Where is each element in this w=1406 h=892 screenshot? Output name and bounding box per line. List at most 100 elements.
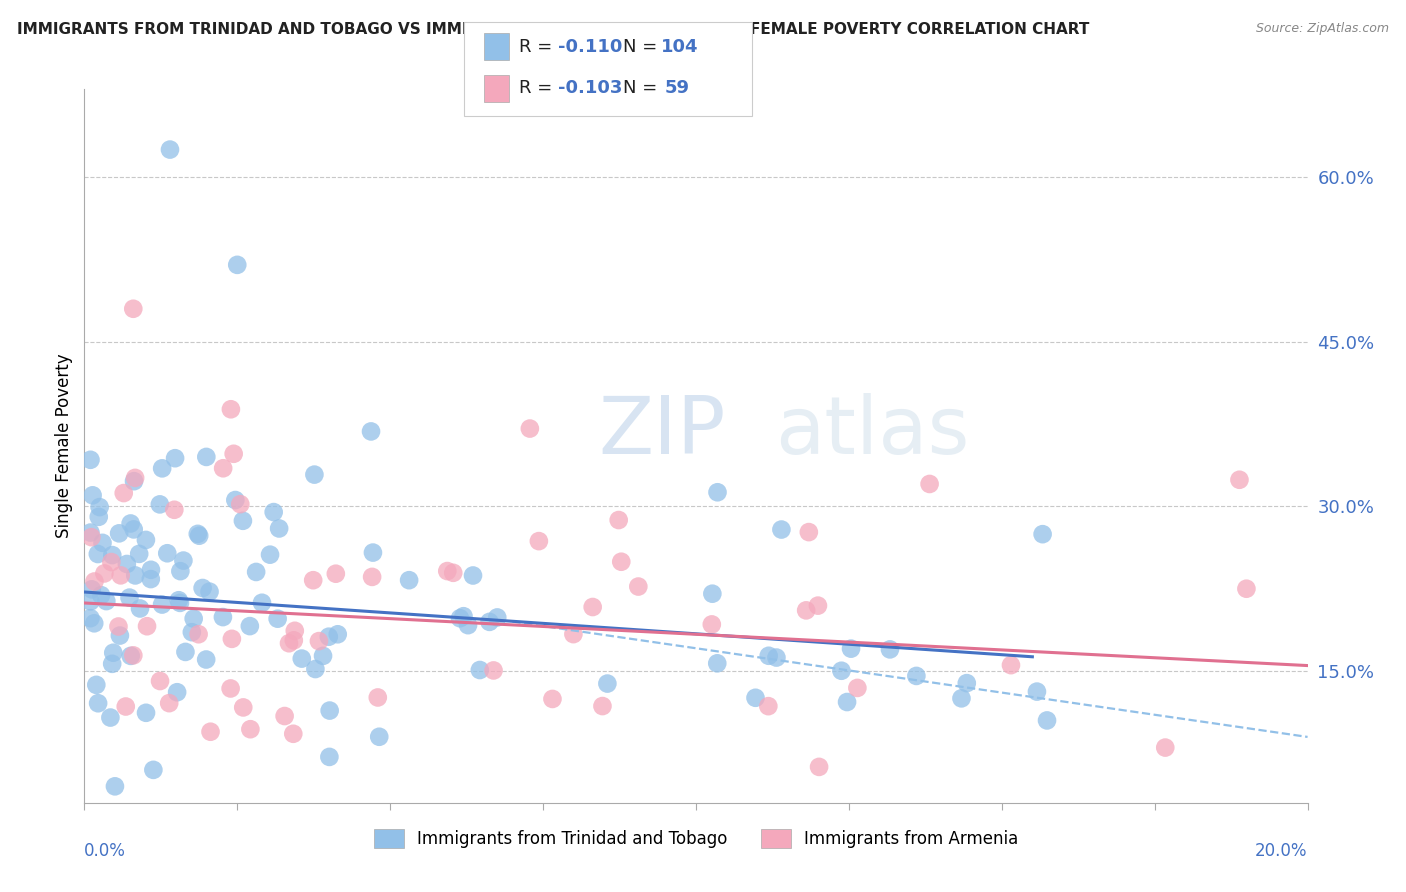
Point — [273, 709, 295, 723]
Point — [120, 648, 142, 663]
Point — [87, 509, 110, 524]
Point — [1000, 658, 1022, 673]
Text: 104: 104 — [661, 38, 699, 56]
Point — [239, 619, 262, 633]
Point — [269, 521, 291, 535]
Point — [361, 570, 384, 584]
Point — [157, 696, 180, 710]
Point — [229, 497, 252, 511]
Y-axis label: Single Female Poverty: Single Female Poverty — [55, 354, 73, 538]
Point — [765, 650, 787, 665]
Point — [596, 676, 619, 690]
Text: IMMIGRANTS FROM TRINIDAD AND TOBAGO VS IMMIGRANTS FROM ARMENIA SINGLE FEMALE POV: IMMIGRANTS FROM TRINIDAD AND TOBAGO VS I… — [17, 22, 1090, 37]
Point — [361, 545, 384, 559]
Point — [1236, 582, 1258, 596]
Point — [79, 525, 101, 540]
Point — [212, 461, 235, 475]
Point — [187, 526, 209, 541]
Point — [191, 581, 214, 595]
Point — [250, 596, 273, 610]
Point — [541, 692, 564, 706]
Point — [770, 523, 793, 537]
Point — [163, 503, 186, 517]
Point — [222, 447, 245, 461]
Point — [308, 634, 330, 648]
Text: Source: ZipAtlas.com: Source: ZipAtlas.com — [1256, 22, 1389, 36]
Point — [90, 588, 112, 602]
Point — [200, 724, 222, 739]
Text: R =: R = — [519, 38, 558, 56]
Point — [259, 548, 281, 562]
Point — [367, 690, 389, 705]
Point — [135, 533, 157, 547]
Point — [79, 594, 101, 608]
Point — [108, 629, 131, 643]
Point — [318, 704, 340, 718]
Point — [122, 523, 145, 537]
Point — [129, 601, 152, 615]
Point — [118, 591, 141, 605]
Point — [165, 451, 187, 466]
Point — [224, 493, 246, 508]
Point — [103, 646, 125, 660]
Point — [79, 452, 101, 467]
Point — [486, 610, 509, 624]
Point — [278, 636, 301, 650]
Text: R =: R = — [519, 78, 558, 96]
Point — [744, 690, 766, 705]
Point — [582, 600, 605, 615]
Point — [263, 505, 285, 519]
Point — [918, 477, 941, 491]
Point — [839, 641, 862, 656]
Point — [312, 648, 335, 663]
Point — [304, 467, 326, 482]
Point — [1032, 527, 1054, 541]
Point — [84, 678, 107, 692]
Point — [368, 730, 391, 744]
Text: N =: N = — [623, 78, 662, 96]
Text: -0.103: -0.103 — [558, 78, 623, 96]
Point — [219, 681, 242, 696]
Point — [453, 609, 475, 624]
Point — [879, 642, 901, 657]
Point — [93, 566, 115, 581]
Point — [100, 555, 122, 569]
Point — [398, 573, 420, 587]
Point — [124, 568, 146, 582]
Point — [150, 598, 173, 612]
Point — [187, 627, 209, 641]
Point — [226, 258, 249, 272]
Point — [174, 645, 197, 659]
Point — [1026, 684, 1049, 698]
Point — [120, 516, 142, 531]
Point — [1154, 740, 1177, 755]
Point — [219, 402, 242, 417]
Point — [122, 301, 145, 316]
Point — [702, 587, 724, 601]
Text: -0.110: -0.110 — [558, 38, 623, 56]
Point — [457, 618, 479, 632]
Point — [245, 565, 267, 579]
Point — [266, 612, 288, 626]
Point — [562, 627, 585, 641]
Point — [89, 500, 111, 514]
Point — [139, 572, 162, 586]
Point — [135, 706, 157, 720]
Text: 0.0%: 0.0% — [84, 842, 127, 860]
Point — [808, 760, 831, 774]
Point — [478, 615, 501, 629]
Point — [807, 599, 830, 613]
Point — [283, 633, 305, 648]
Text: 20.0%: 20.0% — [1256, 842, 1308, 860]
Point — [159, 143, 181, 157]
Point — [591, 699, 613, 714]
Point — [326, 627, 349, 641]
Point — [91, 536, 114, 550]
Point — [101, 657, 124, 671]
Point — [441, 566, 464, 580]
Point — [122, 474, 145, 488]
Point — [195, 450, 218, 464]
Point — [468, 663, 491, 677]
Point — [835, 695, 858, 709]
Point — [169, 596, 191, 610]
